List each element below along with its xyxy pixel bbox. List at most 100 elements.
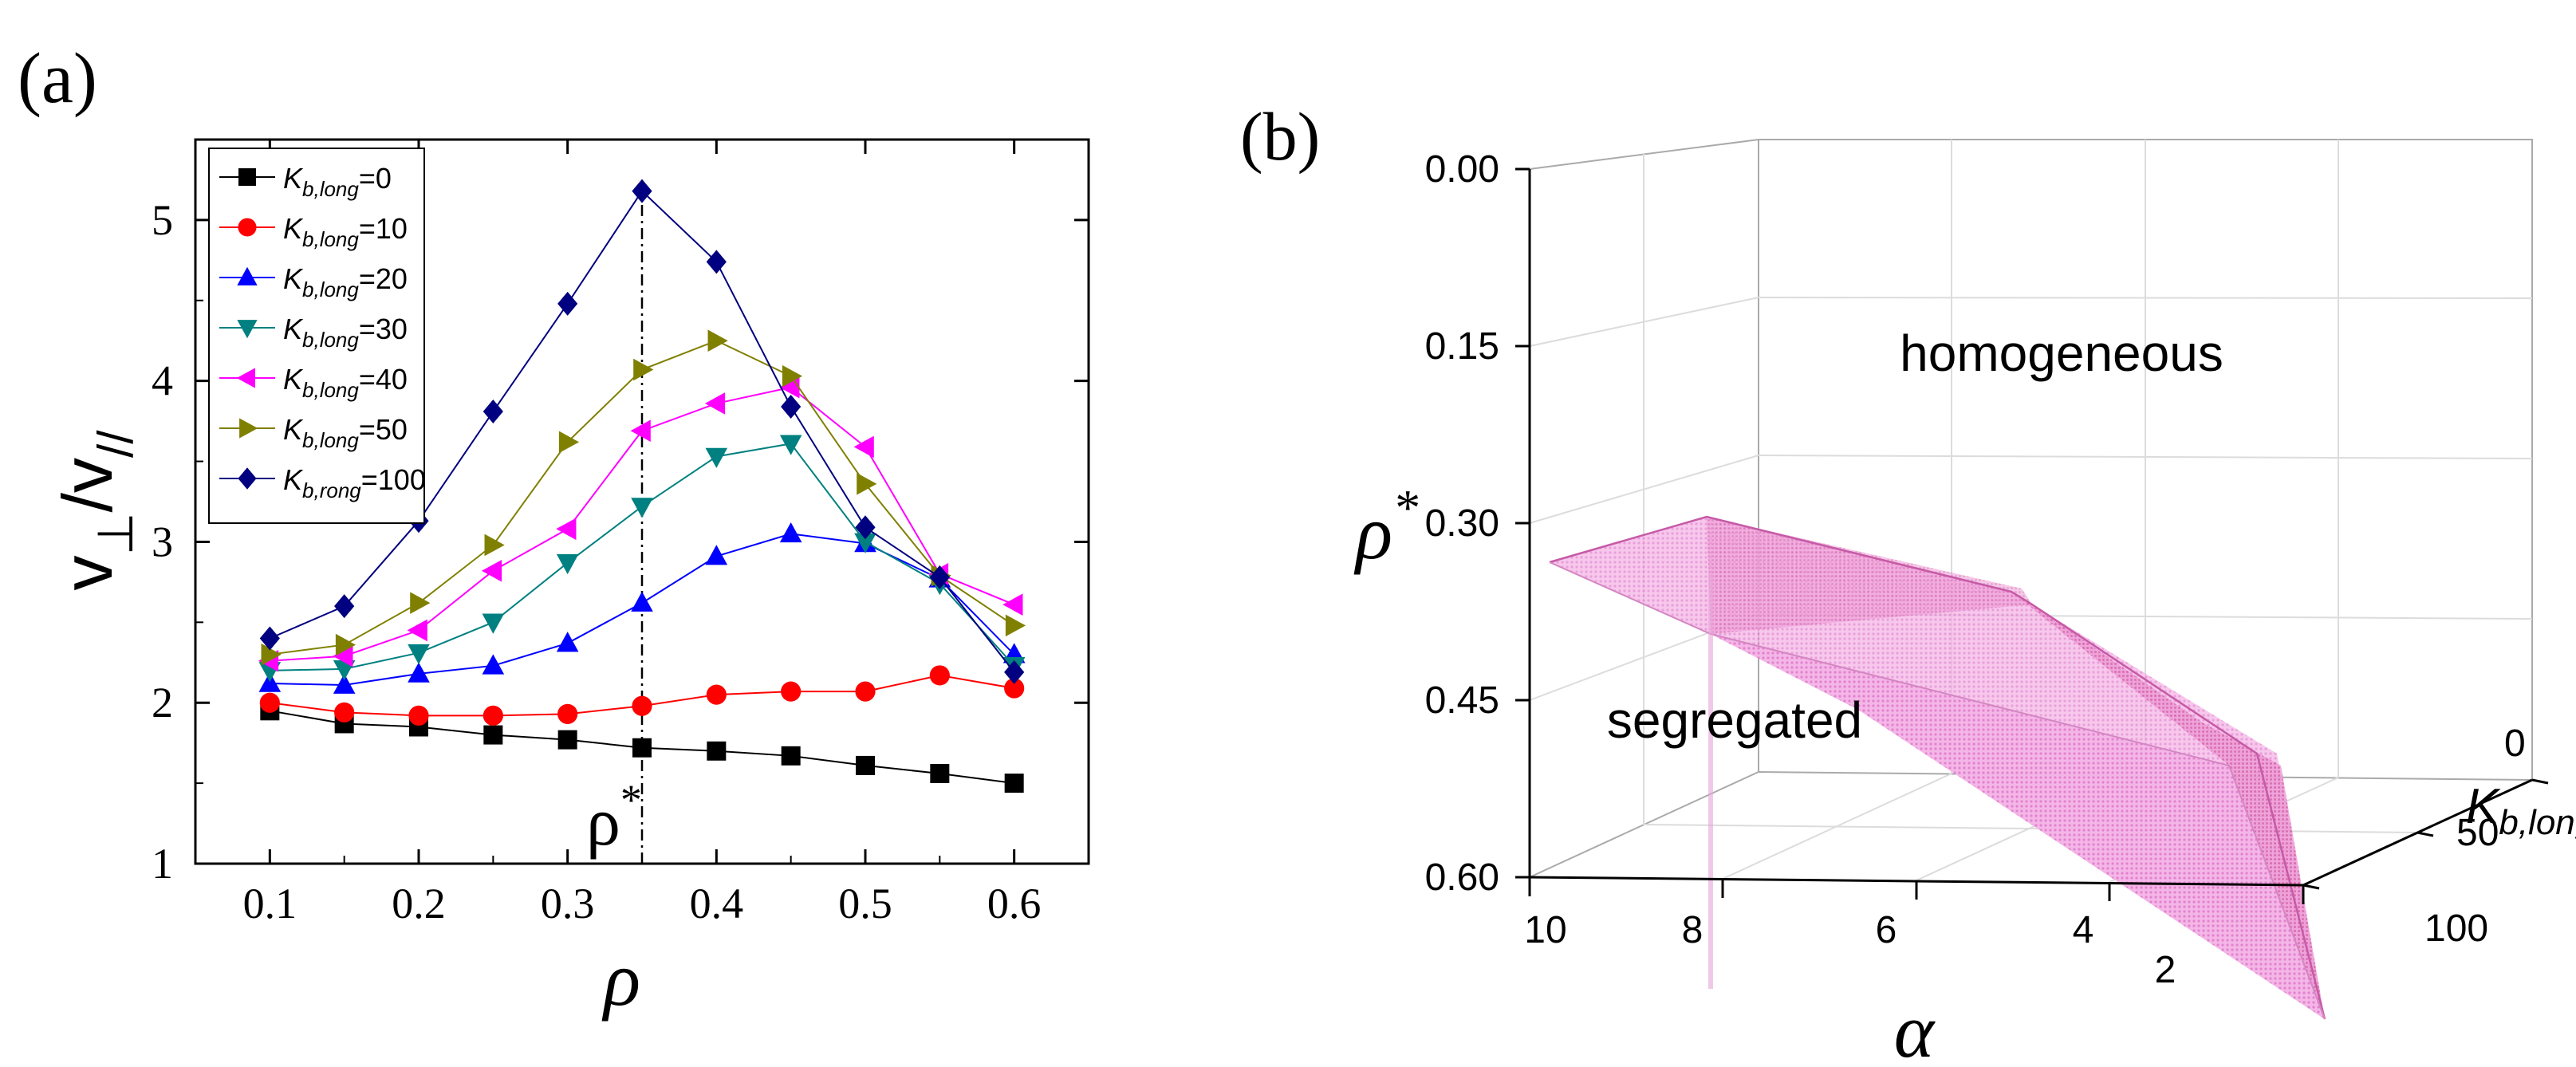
rho-tick-label: 0.45 xyxy=(1425,679,1499,722)
x-tick-label: 0.1 xyxy=(243,880,297,927)
data-point xyxy=(704,392,726,415)
k-axis-label: Kb,long xyxy=(2466,779,2576,842)
data-point xyxy=(556,553,579,575)
y-tick-label: 2 xyxy=(152,679,173,726)
data-point xyxy=(333,644,353,667)
data-point xyxy=(558,431,580,454)
legend-label: Kb,long=40 xyxy=(283,363,408,402)
data-point xyxy=(335,633,356,656)
data-point xyxy=(929,665,950,686)
panel-a: (a) 0.1 0.2 0.3 0.4 0.5 0.6 1 2 3 4 5 ρ* ρ v⊥/v//… xyxy=(18,39,1090,1022)
data-point xyxy=(632,179,652,203)
data-point xyxy=(238,467,257,490)
k-tick-label: 0 xyxy=(2504,722,2526,765)
data-point xyxy=(237,266,258,285)
alpha-axis-label: α xyxy=(1894,988,1936,1067)
data-point xyxy=(408,644,430,665)
y-tick-label: 5 xyxy=(152,196,173,244)
data-point xyxy=(1002,593,1023,616)
series-1 xyxy=(259,665,1025,726)
x-axis-label: ρ xyxy=(601,936,640,1022)
data-point xyxy=(855,681,876,702)
y-tick-label: 3 xyxy=(152,518,173,565)
panel-a-label: (a) xyxy=(18,39,97,118)
surface-ridge xyxy=(1707,517,2032,634)
data-point xyxy=(632,738,652,758)
data-point xyxy=(631,591,653,612)
rho-axis-label: ρ* xyxy=(1353,479,1418,575)
rho-tick-label: 0.00 xyxy=(1425,148,1499,191)
data-point xyxy=(706,684,727,705)
panel-b-label: (b) xyxy=(1240,98,1320,175)
data-point xyxy=(853,435,874,459)
data-point xyxy=(707,329,728,352)
region-label-segregated: segregated xyxy=(1607,691,1862,749)
rho-star-annotation: ρ* xyxy=(586,776,642,860)
legend-item: Kb,long=40 xyxy=(219,363,408,402)
data-point xyxy=(631,498,653,518)
legend: Kb,long=0 Kb,long=10 Kb,long=20 Kb,long=30 K… xyxy=(208,148,426,524)
data-point xyxy=(259,692,280,713)
data-point xyxy=(238,168,256,186)
k-tick-label: 100 xyxy=(2424,908,2488,950)
legend-label: Kb,long=10 xyxy=(283,212,408,251)
data-point xyxy=(1004,659,1025,684)
data-point xyxy=(782,364,803,388)
data-point xyxy=(1005,614,1026,637)
data-point xyxy=(407,619,427,642)
data-point xyxy=(706,250,727,274)
svg-text:v⊥/v//: v⊥/v// xyxy=(48,430,144,591)
data-point xyxy=(930,764,950,784)
data-point xyxy=(239,418,258,439)
data-point xyxy=(781,394,802,419)
data-point xyxy=(236,368,255,388)
data-point xyxy=(707,741,727,761)
panel-b: (b) xyxy=(1240,98,2576,1067)
surface-side-face xyxy=(2011,592,2325,1019)
x-tick-label: 0.2 xyxy=(392,880,446,927)
rho-axis: 0.00 0.15 0.30 0.45 0.60 ρ* xyxy=(1353,148,1530,899)
data-point xyxy=(705,545,728,565)
legend-item: Kb,rong=100 xyxy=(219,463,426,502)
legend-item: Kb,long=20 xyxy=(219,262,408,301)
data-point xyxy=(483,400,503,424)
rho-tick-label: 0.60 xyxy=(1425,856,1499,899)
y-axis-label: v⊥/v// xyxy=(48,430,144,591)
data-point xyxy=(408,662,430,683)
series-4 xyxy=(258,376,1023,672)
alpha-tick-label: 8 xyxy=(1682,909,1704,951)
data-point xyxy=(482,654,505,675)
data-point xyxy=(238,218,257,237)
alpha-tick-label: 6 xyxy=(1876,909,1897,951)
x-tick-labels: 0.1 0.2 0.3 0.4 0.5 0.6 xyxy=(243,880,1042,927)
data-point xyxy=(334,702,355,722)
phase-boundary-surface xyxy=(1549,515,2326,1020)
data-point xyxy=(556,518,577,541)
data-point xyxy=(781,746,801,766)
data-point xyxy=(237,320,258,339)
alpha-tick-label: 4 xyxy=(2073,909,2094,951)
data-point xyxy=(781,681,802,702)
rho-tick-label: 0.15 xyxy=(1425,325,1499,368)
legend-box xyxy=(208,148,425,524)
data-point xyxy=(1004,678,1025,699)
legend-item: Kb,long=30 xyxy=(219,313,408,352)
region-label-homogeneous: homogeneous xyxy=(1900,325,2223,382)
data-point xyxy=(779,435,802,455)
data-point xyxy=(557,730,577,750)
k-axis: 100 50 0 Kb,long xyxy=(2302,722,2576,950)
legend-label: Kb,long=20 xyxy=(283,262,408,301)
data-point xyxy=(261,643,282,666)
legend-item: Kb,long=50 xyxy=(219,413,408,452)
data-point xyxy=(557,703,578,724)
data-point xyxy=(408,705,429,726)
data-point xyxy=(557,291,578,316)
data-point xyxy=(855,515,876,540)
legend-label: Kb,long=30 xyxy=(283,313,408,352)
data-point xyxy=(779,522,802,543)
legend-item: Kb,long=10 xyxy=(219,212,408,251)
legend-label: Kb,long=50 xyxy=(283,413,408,452)
alpha-tick-label: 10 xyxy=(1524,909,1566,951)
x-tick-label: 0.3 xyxy=(541,880,595,927)
